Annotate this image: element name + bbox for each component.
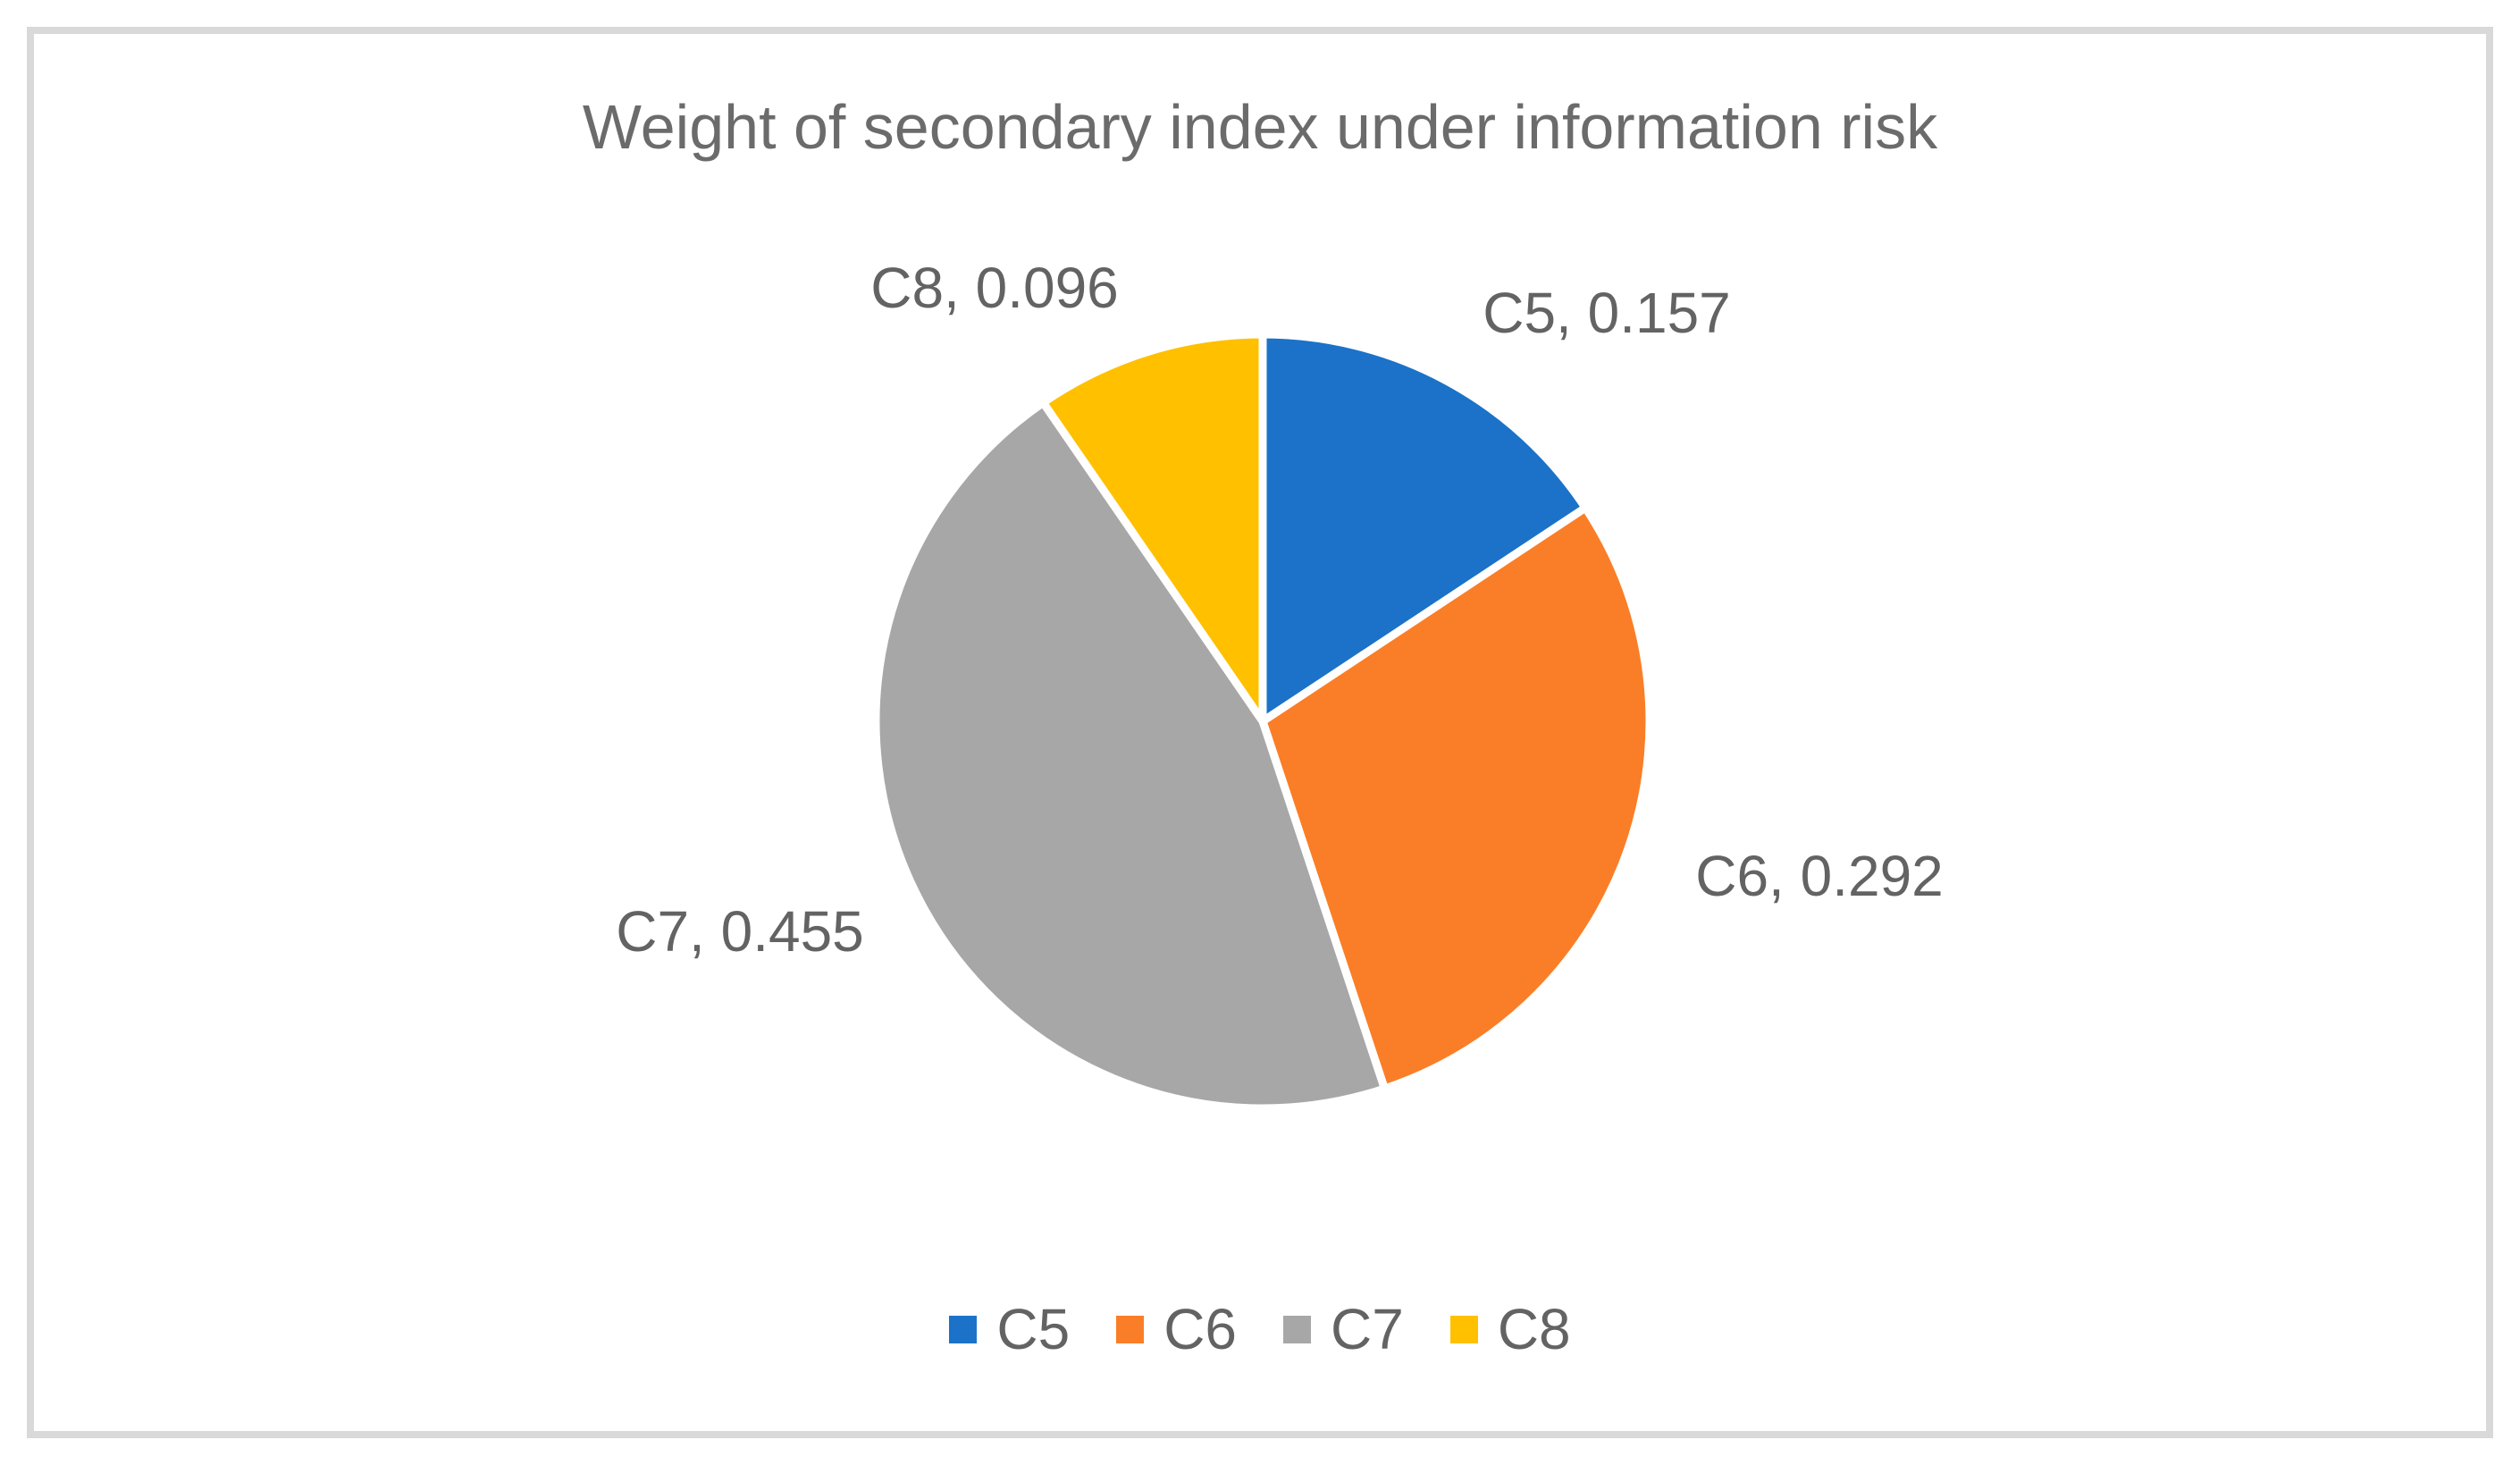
data-label-c6: C6, 0.292 (1695, 844, 1944, 908)
legend-swatch-c6 (1116, 1315, 1145, 1343)
chart-title: Weight of secondary index under informat… (582, 92, 1938, 162)
data-label-c8: C8, 0.096 (870, 256, 1119, 320)
legend-swatch-c5 (949, 1315, 978, 1343)
figure-border (27, 27, 2493, 1438)
pie-slice-c5 (1258, 330, 1590, 726)
legend-label-c7: C7 (1331, 1297, 1404, 1361)
legend-item-c5: C5 (949, 1296, 1070, 1362)
pie-slice-c7 (871, 398, 1389, 1113)
pie-slice-c8 (1038, 330, 1267, 726)
legend-swatch-c8 (1449, 1315, 1478, 1343)
legend-label-c6: C6 (1163, 1297, 1237, 1361)
legend-item-c8: C8 (1449, 1296, 1571, 1362)
data-label-c7: C7, 0.455 (616, 899, 864, 964)
pie-slice-c6 (1258, 503, 1654, 1093)
data-label-c5: C5, 0.157 (1483, 281, 1731, 345)
legend: C5 C6 C7 C8 (0, 1296, 2520, 1362)
legend-item-c6: C6 (1116, 1296, 1237, 1362)
legend-label-c8: C8 (1497, 1297, 1571, 1361)
legend-item-c7: C7 (1283, 1296, 1404, 1362)
legend-swatch-c7 (1283, 1315, 1311, 1343)
legend-label-c5: C5 (996, 1297, 1071, 1361)
